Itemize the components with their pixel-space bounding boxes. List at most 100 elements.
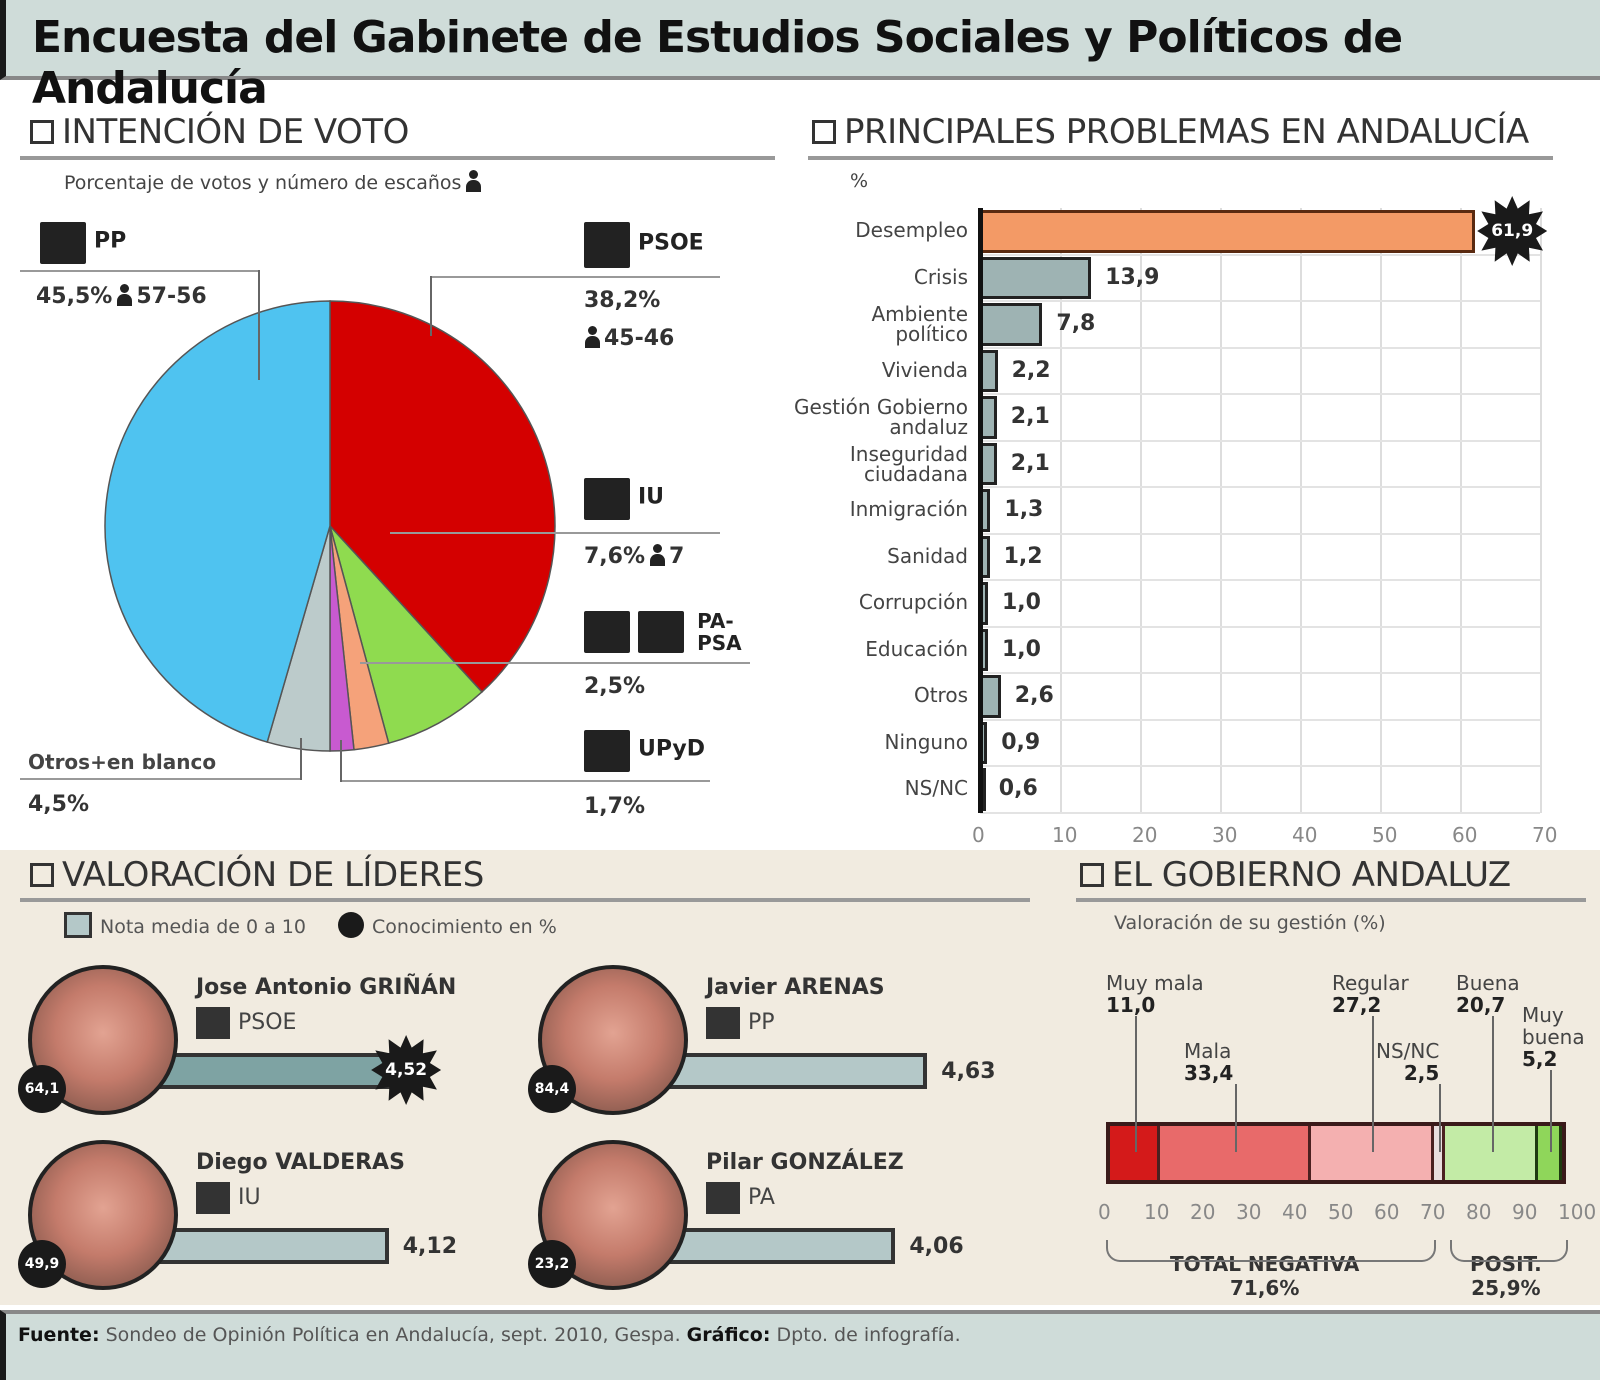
pa-logo-icon bbox=[706, 1182, 740, 1214]
gov-segment bbox=[1159, 1126, 1311, 1180]
vote-section-title: INTENCIÓN DE VOTO bbox=[30, 112, 409, 152]
problem-bar bbox=[980, 303, 1043, 346]
leader-party: PP bbox=[706, 1007, 775, 1039]
x-axis-tick: 70 bbox=[1532, 822, 1558, 847]
problem-value: 2,6 bbox=[1014, 683, 1054, 708]
leader-line bbox=[430, 276, 432, 336]
gov-total-annotation: POSIT. 25,9% bbox=[1470, 1252, 1542, 1300]
leader-line bbox=[1439, 1084, 1442, 1152]
problem-value: 2,2 bbox=[1011, 357, 1051, 383]
pa-psa-pct: 2,5% bbox=[584, 674, 646, 699]
divider bbox=[20, 898, 1030, 902]
knowledge-badge: 84,4 bbox=[528, 1065, 576, 1113]
vote-subtitle: Porcentaje de votos y número de escaños bbox=[64, 170, 485, 194]
gov-segment-label: Muy mala 11,0 bbox=[1106, 971, 1204, 1017]
gridline bbox=[980, 811, 1540, 814]
gov-segment bbox=[1538, 1126, 1562, 1180]
gov-total-annotation: TOTAL NEGATIVA 71,6% bbox=[1170, 1252, 1360, 1300]
negative-bracket bbox=[1106, 1240, 1436, 1262]
x-axis-tick: 10 bbox=[1144, 1200, 1170, 1224]
pa-logo-icon bbox=[584, 611, 630, 653]
knowledge-badge: 23,2 bbox=[528, 1240, 576, 1288]
pie-slice-iu bbox=[329, 525, 484, 745]
gridline bbox=[980, 300, 1540, 302]
gridline bbox=[980, 486, 1540, 488]
leader-line bbox=[300, 738, 302, 780]
iu-label: IU bbox=[584, 478, 664, 520]
gridline bbox=[1220, 208, 1222, 813]
gridline bbox=[980, 253, 1540, 256]
checkbox-square-icon bbox=[30, 120, 54, 144]
gridline bbox=[980, 579, 1540, 581]
x-axis-tick: 20 bbox=[1132, 822, 1158, 847]
leaders-legend: Nota media de 0 a 10 Conocimiento en % bbox=[64, 912, 557, 938]
leader-line bbox=[340, 740, 342, 782]
gridline bbox=[1460, 208, 1462, 813]
problem-value: 1,3 bbox=[1004, 497, 1044, 522]
checkbox-square-icon bbox=[30, 863, 54, 887]
gov-segment-label: NS/NC 2,5 bbox=[1376, 1039, 1440, 1085]
upyd-pct: 1,7% bbox=[584, 794, 646, 819]
gridline bbox=[980, 393, 1540, 395]
seat-person-icon bbox=[649, 544, 666, 566]
leader-line bbox=[390, 532, 720, 534]
leader-score-value: 4,63 bbox=[941, 1059, 996, 1084]
score-swatch-icon bbox=[64, 912, 92, 938]
leader-line bbox=[20, 778, 302, 780]
divider bbox=[20, 156, 775, 160]
otros-pct: 4,5% bbox=[28, 792, 90, 817]
leader-name: Diego VALDERAS bbox=[196, 1150, 405, 1175]
x-axis-tick: 40 bbox=[1282, 1200, 1308, 1224]
psoe-logo-icon bbox=[196, 1007, 230, 1039]
gridline bbox=[980, 439, 1540, 442]
gridline bbox=[1140, 208, 1142, 813]
x-axis-tick: 10 bbox=[1052, 822, 1078, 847]
gridline bbox=[980, 532, 1540, 535]
pp-label: PP bbox=[40, 222, 126, 264]
psoe-pct: 38,2% bbox=[584, 288, 661, 313]
y-axis-line bbox=[978, 208, 983, 813]
leaders-section-title: VALORACIÓN DE LÍDERES bbox=[30, 855, 484, 895]
pp-logo-icon bbox=[40, 222, 86, 264]
leader-score-value: 4,06 bbox=[909, 1234, 964, 1259]
leader-line bbox=[340, 780, 710, 782]
checkbox-square-icon bbox=[1080, 863, 1104, 887]
problem-value: 0,6 bbox=[998, 776, 1038, 801]
vote-pie-chart bbox=[104, 300, 556, 752]
x-axis-tick: 70 bbox=[1420, 1200, 1446, 1224]
gov-segment-label: Regular 27,2 bbox=[1332, 971, 1409, 1017]
iu-logo-icon bbox=[196, 1182, 230, 1214]
psoe-seats: 45-46 bbox=[580, 326, 674, 351]
leader-line bbox=[360, 662, 750, 664]
leader-name: Javier ARENAS bbox=[706, 975, 885, 1000]
leader-photo-avatar bbox=[538, 965, 688, 1115]
leader-score-bar bbox=[668, 1053, 928, 1089]
x-axis-tick: 30 bbox=[1212, 822, 1238, 847]
pie-slice-pp bbox=[104, 300, 331, 743]
leader-line bbox=[258, 270, 260, 380]
seat-person-icon bbox=[116, 284, 133, 306]
x-axis-tick: 0 bbox=[1098, 1200, 1111, 1224]
problems-section-title: PRINCIPALES PROBLEMAS EN ANDALUCÍA bbox=[812, 112, 1529, 152]
knowledge-badge: 49,9 bbox=[18, 1240, 66, 1288]
stacked-bar bbox=[1106, 1122, 1566, 1184]
pa-psa-label: PA- PSA bbox=[584, 610, 742, 654]
gov-segment-label: Mala 33,4 bbox=[1184, 1039, 1234, 1085]
problem-value: 13,9 bbox=[1105, 264, 1160, 290]
x-axis-tick: 50 bbox=[1328, 1200, 1354, 1224]
problem-value: 1,0 bbox=[1002, 636, 1041, 662]
gridline bbox=[1300, 208, 1302, 813]
leader-score-value: 4,12 bbox=[402, 1234, 457, 1259]
x-axis-tick: 30 bbox=[1236, 1200, 1262, 1224]
problem-label: Vivienda bbox=[881, 357, 968, 382]
x-axis-tick: 80 bbox=[1466, 1200, 1492, 1224]
x-axis-tick: 40 bbox=[1292, 822, 1318, 847]
problem-value: 0,9 bbox=[1001, 729, 1041, 755]
gridline bbox=[1060, 208, 1062, 813]
problem-label: NS/NC bbox=[904, 776, 968, 800]
x-axis-tick: 50 bbox=[1372, 822, 1398, 847]
x-axis-tick: 90 bbox=[1512, 1200, 1538, 1224]
upyd-label: UPyD bbox=[584, 730, 705, 772]
problems-unit: % bbox=[850, 170, 869, 192]
pp-logo-icon bbox=[706, 1007, 740, 1039]
